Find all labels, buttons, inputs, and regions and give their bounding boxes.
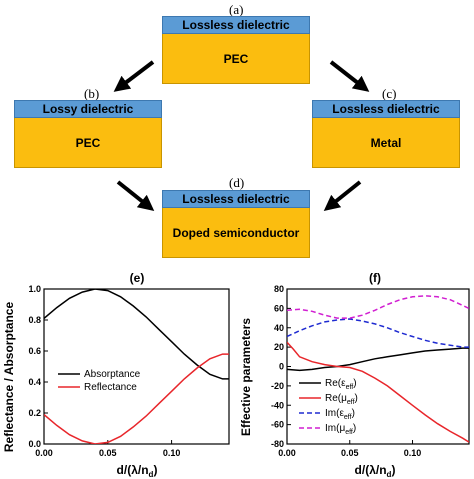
y-tick-label: -80 <box>271 439 284 449</box>
substrate-c: Metal <box>312 118 460 168</box>
substrate-d: Doped semiconductor <box>162 208 310 258</box>
series-line-3 <box>287 295 469 319</box>
panel-letter-c: (c) <box>382 86 397 101</box>
substrate-b: PEC <box>14 118 162 168</box>
dielectric-layer-a: Lossless dielectric <box>162 16 310 34</box>
y-tick-label: 0.2 <box>28 408 41 418</box>
series-line-1 <box>287 341 469 443</box>
chart-e: (e) 0.00 0.05 0.10 0.0 0.2 0.4 0.6 0.8 1.0 Absorp… <box>2 271 230 479</box>
legend-label-1: Reflectance <box>84 382 137 393</box>
chart-f-xlabel: d/(λ/nd) <box>355 463 396 479</box>
legend-label-2: Im(εeff) <box>325 408 355 421</box>
y-tick-label: 0.8 <box>28 315 41 325</box>
y-tick-label: -20 <box>271 381 284 391</box>
substrate-a: PEC <box>162 34 310 84</box>
y-tick-label: 20 <box>274 342 284 352</box>
legend-label-3: Im(μeff) <box>325 423 356 436</box>
chart-e-ylabel: Reflectance / Absorptance <box>2 302 16 453</box>
chart-e-panel-label: (e) <box>130 271 145 285</box>
dielectric-layer-c: Lossless dielectric <box>312 100 460 118</box>
x-tick-label: 0.00 <box>35 448 53 458</box>
legend-label-0: Absorptance <box>84 369 141 380</box>
dielectric-layer-d: Lossless dielectric <box>162 190 310 208</box>
y-tick-label: 0.6 <box>28 346 41 356</box>
y-tick-label: 60 <box>274 303 284 313</box>
block-d: Lossless dielectric Doped semiconductor <box>162 190 310 258</box>
arrow-a-to-b <box>113 60 155 92</box>
arrow-a-to-c <box>329 60 370 92</box>
legend-label-1: Re(μeff) <box>325 393 358 406</box>
x-tick-label: 0.05 <box>341 448 359 458</box>
y-tick-label: 0.4 <box>28 377 41 387</box>
y-tick-label: 1.0 <box>28 284 41 294</box>
y-tick-label: -40 <box>271 400 284 410</box>
panel-letter-b: (b) <box>84 86 100 101</box>
chart-f: (f) 0.00 0.05 0.10 80 60 40 20 0 -20 -40 -60 -80 Re(… <box>239 271 470 479</box>
plot-frame <box>43 288 230 445</box>
panel-letter-d: (d) <box>229 175 245 190</box>
y-tick-label: 0.0 <box>28 439 41 449</box>
chart-f-ylabel: Effective parameters <box>239 318 253 436</box>
x-tick-label: 0.05 <box>99 448 117 458</box>
y-tick-label: 40 <box>274 323 284 333</box>
block-b: Lossy dielectric PEC <box>14 100 162 168</box>
dielectric-layer-b: Lossy dielectric <box>14 100 162 118</box>
block-a: Lossless dielectric PEC <box>162 16 310 84</box>
arrow-c-to-d <box>323 180 362 211</box>
series-line-2 <box>287 318 469 348</box>
arrow-b-to-d <box>116 180 155 211</box>
series-line-0 <box>287 347 469 372</box>
panel-letter-a: (a) <box>229 2 244 17</box>
chart-e-xlabel: d/(λ/nd) <box>117 463 158 479</box>
y-tick-label: 0 <box>279 362 284 372</box>
x-tick-label: 0.10 <box>163 448 181 458</box>
chart-f-panel-label: (f) <box>369 271 381 285</box>
x-tick-label: 0.10 <box>404 448 422 458</box>
y-tick-label: -60 <box>271 420 284 430</box>
block-c: Lossless dielectric Metal <box>312 100 460 168</box>
series-line-1 <box>44 353 229 444</box>
series-line-0 <box>44 289 229 380</box>
y-tick-label: 80 <box>274 284 284 294</box>
legend-label-0: Re(εeff) <box>325 378 357 391</box>
x-tick-label: 0.00 <box>278 448 296 458</box>
